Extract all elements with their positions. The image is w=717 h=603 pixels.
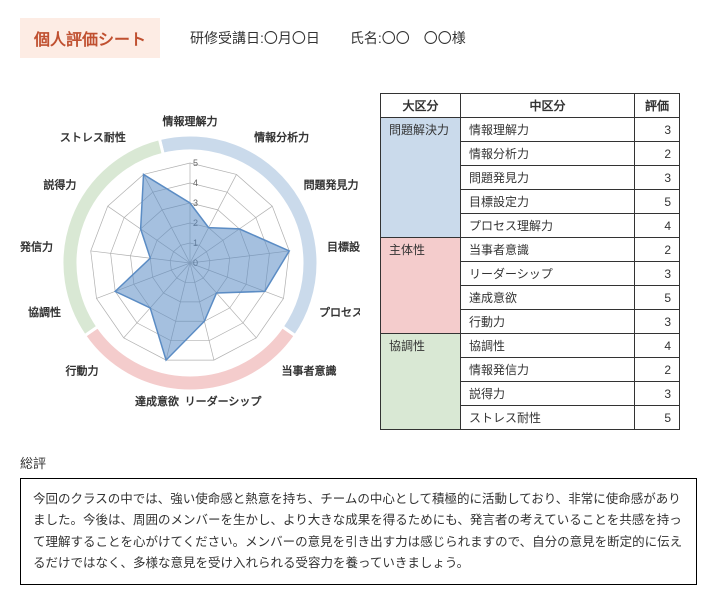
category-cell: 主体性: [381, 238, 461, 334]
radar-svg: 012345情報理解力情報分析力問題発見力目標設定力プロセス理解力当事者意識リー…: [20, 93, 360, 433]
name-label: 氏名:: [350, 30, 382, 46]
category-cell: 協調性: [381, 334, 461, 430]
radar-chart: 012345情報理解力情報分析力問題発見力目標設定力プロセス理解力当事者意識リー…: [20, 93, 360, 433]
score-cell: 3: [635, 118, 680, 142]
item-label-cell: 目標設定力: [461, 190, 635, 214]
score-cell: 5: [635, 406, 680, 430]
svg-text:プロセス理解力: プロセス理解力: [319, 305, 360, 319]
svg-text:5: 5: [193, 158, 198, 168]
score-cell: 2: [635, 238, 680, 262]
col-score: 評価: [635, 94, 680, 118]
item-label-cell: 当事者意識: [461, 238, 635, 262]
item-label-cell: 行動力: [461, 310, 635, 334]
score-cell: 2: [635, 142, 680, 166]
page-title: 個人評価シート: [20, 18, 160, 58]
training-date: 研修受講日:〇月〇日: [190, 28, 320, 48]
summary-box: 今回のクラスの中では、強い使命感と熱意を持ち、チームの中心として積極的に活動して…: [20, 478, 697, 585]
item-label-cell: 協調性: [461, 334, 635, 358]
svg-text:問題発見力: 問題発見力: [304, 178, 359, 192]
svg-text:情報分析力: 情報分析力: [254, 130, 309, 144]
item-label-cell: 情報発信力: [461, 358, 635, 382]
name-value: 〇〇 〇〇様: [382, 30, 466, 46]
item-label-cell: 問題発見力: [461, 166, 635, 190]
table-row: 主体性当事者意識2: [381, 238, 680, 262]
score-cell: 2: [635, 358, 680, 382]
col-medium: 中区分: [461, 94, 635, 118]
svg-text:目標設定力: 目標設定力: [327, 239, 360, 253]
item-label-cell: プロセス理解力: [461, 214, 635, 238]
training-date-value: 〇月〇日: [264, 30, 320, 46]
summary-title: 総評: [20, 453, 697, 472]
page-header: 個人評価シート 研修受講日:〇月〇日 氏名:〇〇 〇〇様: [20, 18, 697, 58]
training-date-label: 研修受講日:: [190, 30, 264, 46]
score-cell: 4: [635, 214, 680, 238]
score-cell: 4: [635, 334, 680, 358]
svg-text:行動力: 行動力: [64, 363, 98, 377]
table-row: 協調性協調性4: [381, 334, 680, 358]
score-cell: 3: [635, 166, 680, 190]
svg-text:当事者意識: 当事者意識: [282, 363, 337, 377]
score-cell: 3: [635, 310, 680, 334]
item-label-cell: ストレス耐性: [461, 406, 635, 430]
svg-text:達成意欲: 達成意欲: [135, 394, 179, 408]
item-label-cell: リーダーシップ: [461, 262, 635, 286]
item-label-cell: 説得力: [461, 382, 635, 406]
score-cell: 5: [635, 190, 680, 214]
svg-text:リーダーシップ: リーダーシップ: [185, 394, 263, 408]
trainee-name: 氏名:〇〇 〇〇様: [350, 28, 466, 48]
table-row: 問題解決力情報理解力3: [381, 118, 680, 142]
table-header-row: 大区分 中区分 評価: [381, 94, 680, 118]
svg-text:情報理解力: 情報理解力: [163, 114, 218, 128]
category-cell: 問題解決力: [381, 118, 461, 238]
col-large: 大区分: [381, 94, 461, 118]
svg-text:説得力: 説得力: [43, 178, 76, 192]
svg-text:協調性: 協調性: [28, 305, 61, 319]
evaluation-table: 大区分 中区分 評価 問題解決力情報理解力3情報分析力2問題発見力3目標設定力5…: [380, 93, 680, 430]
item-label-cell: 達成意欲: [461, 286, 635, 310]
score-cell: 3: [635, 382, 680, 406]
svg-text:ストレス耐性: ストレス耐性: [60, 130, 126, 144]
score-cell: 3: [635, 262, 680, 286]
svg-text:4: 4: [193, 178, 198, 188]
item-label-cell: 情報理解力: [461, 118, 635, 142]
main-content: 012345情報理解力情報分析力問題発見力目標設定力プロセス理解力当事者意識リー…: [20, 93, 697, 433]
score-cell: 5: [635, 286, 680, 310]
item-label-cell: 情報分析力: [461, 142, 635, 166]
svg-text:3: 3: [193, 198, 198, 208]
svg-text:情報発信力: 情報発信力: [20, 239, 53, 253]
